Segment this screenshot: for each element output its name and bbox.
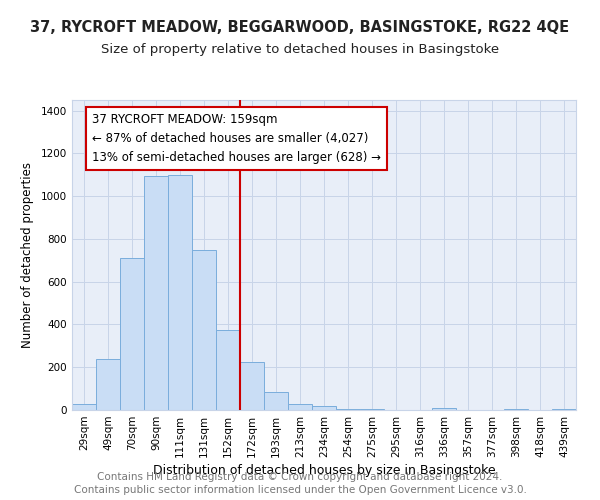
Text: Size of property relative to detached houses in Basingstoke: Size of property relative to detached ho…	[101, 42, 499, 56]
Bar	[216, 330, 240, 410]
Bar	[144, 176, 168, 410]
Bar	[504, 409, 528, 410]
Text: Contains public sector information licensed under the Open Government Licence v3: Contains public sector information licen…	[74, 485, 526, 495]
Bar	[72, 404, 96, 410]
Bar	[288, 404, 312, 410]
Bar	[360, 409, 384, 410]
Bar	[192, 250, 216, 410]
Bar	[432, 408, 456, 410]
Bar	[552, 409, 576, 410]
Text: 37, RYCROFT MEADOW, BEGGARWOOD, BASINGSTOKE, RG22 4QE: 37, RYCROFT MEADOW, BEGGARWOOD, BASINGST…	[31, 20, 569, 35]
Bar	[312, 406, 336, 410]
Y-axis label: Number of detached properties: Number of detached properties	[21, 162, 34, 348]
Bar	[120, 258, 144, 410]
Bar	[336, 409, 360, 410]
X-axis label: Distribution of detached houses by size in Basingstoke: Distribution of detached houses by size …	[152, 464, 496, 477]
Bar	[168, 175, 192, 410]
Text: Contains HM Land Registry data © Crown copyright and database right 2024.: Contains HM Land Registry data © Crown c…	[97, 472, 503, 482]
Bar	[240, 362, 264, 410]
Bar	[264, 392, 288, 410]
Bar	[96, 358, 120, 410]
Text: 37 RYCROFT MEADOW: 159sqm
← 87% of detached houses are smaller (4,027)
13% of se: 37 RYCROFT MEADOW: 159sqm ← 87% of detac…	[92, 113, 382, 164]
